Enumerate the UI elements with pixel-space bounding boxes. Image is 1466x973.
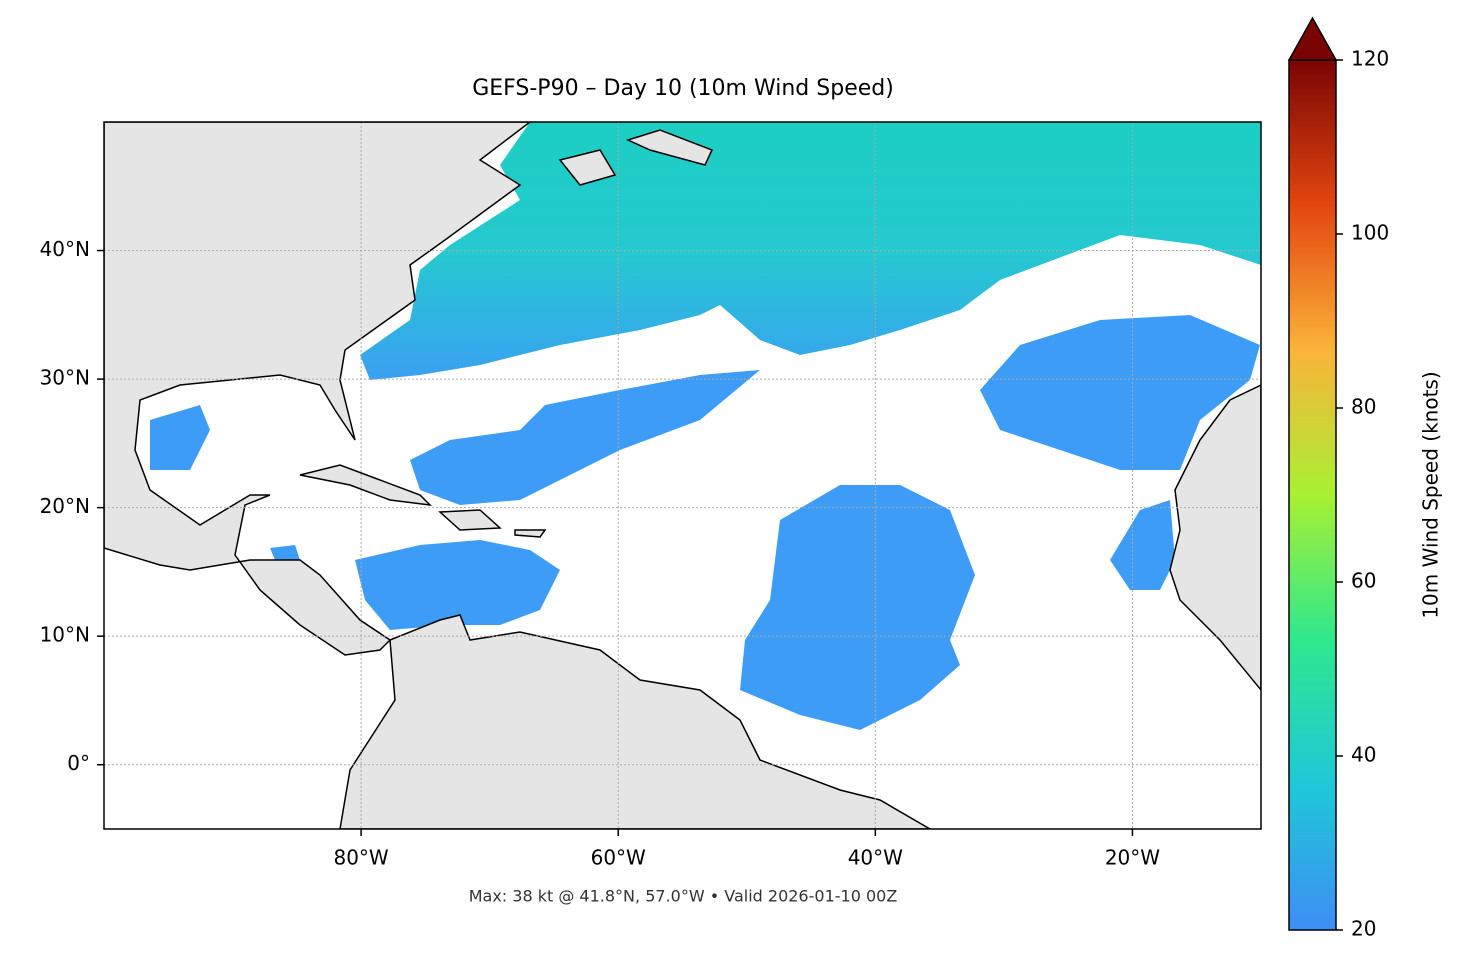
colorbar-tick-label: 80 — [1351, 395, 1376, 419]
x-tick-label: 60°W — [591, 846, 646, 870]
colorbar — [1288, 59, 1337, 931]
wind-field — [355, 540, 560, 630]
y-tick-label: 20°N — [40, 494, 90, 518]
y-tick-label: 40°N — [40, 237, 90, 261]
x-tick-label: 80°W — [333, 846, 388, 870]
wind-field — [150, 130, 320, 560]
y-tick-label: 0° — [67, 751, 90, 775]
footnote: Max: 38 kt @ 41.8°N, 57.0°W • Valid 2026… — [469, 887, 898, 906]
land — [299, 129, 714, 538]
wind-field — [980, 315, 1260, 470]
wind-field — [1110, 500, 1175, 590]
colorbar-tick-label: 120 — [1351, 47, 1389, 71]
colorbar-label: 10m Wind Speed (knots) — [1419, 371, 1443, 618]
colorbar-tick-label: 20 — [1351, 917, 1376, 941]
wind-field — [410, 370, 760, 505]
x-tick-label: 40°W — [848, 846, 903, 870]
land — [104, 122, 532, 656]
colorbar-tick-label: 100 — [1351, 221, 1389, 245]
wind-field — [740, 485, 975, 730]
x-tick-label: 20°W — [1105, 846, 1160, 870]
y-tick-label: 30°N — [40, 366, 90, 390]
wind-field — [360, 122, 1261, 380]
land — [1169, 384, 1261, 692]
land — [339, 614, 932, 829]
colorbar-extend — [1287, 16, 1338, 61]
plot-frame — [103, 121, 1262, 830]
chart-title: GEFS-P90 – Day 10 (10m Wind Speed) — [472, 76, 894, 101]
y-tick-label: 10°N — [40, 623, 90, 647]
map-area — [104, 122, 1261, 829]
colorbar-tick-label: 40 — [1351, 743, 1376, 767]
colorbar-tick-label: 60 — [1351, 569, 1376, 593]
